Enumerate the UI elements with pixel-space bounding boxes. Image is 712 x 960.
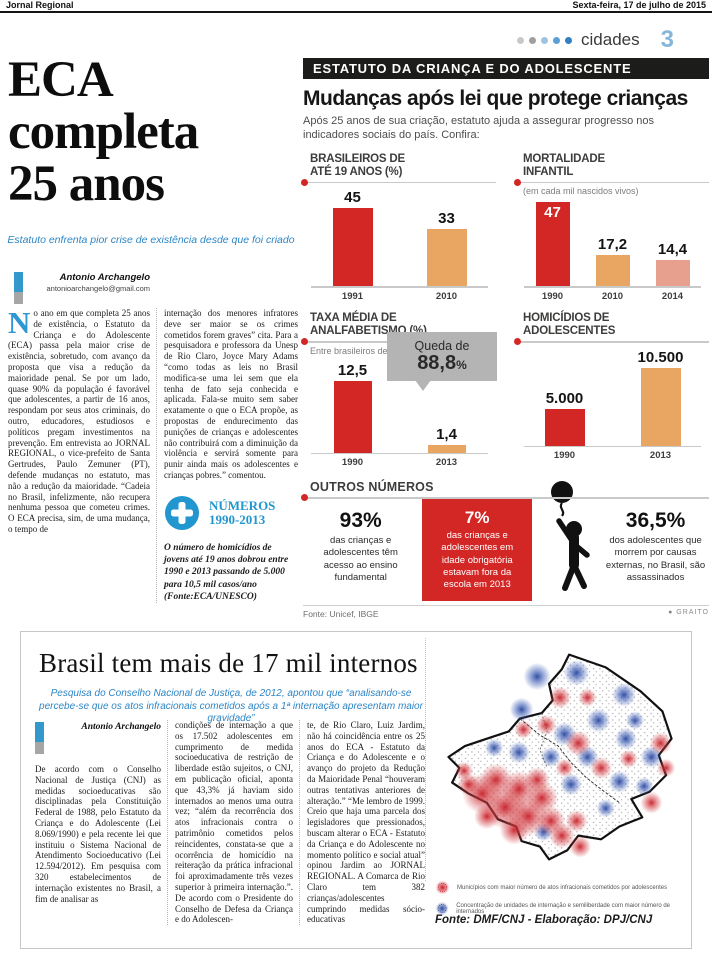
red-bullet-icon xyxy=(301,494,308,502)
article1-col1-text: o ano em que completa 25 anos de existên… xyxy=(8,308,150,534)
chart-mortalidade-infantil: MORTALIDADE INFANTIL (em cada mil nascid… xyxy=(514,152,709,302)
bar-2010 xyxy=(595,255,630,287)
bar-chart: 47 17,2 14,4 1990 2010 2014 xyxy=(516,202,709,302)
chart-title: MORTALIDADE INFANTIL xyxy=(523,152,605,178)
chart-homicidios: HOMICÍDIOS DE ADOLESCENTES 5.000 10.500 19… xyxy=(514,311,709,468)
red-bullet-icon xyxy=(301,338,308,346)
byline-marker-icon xyxy=(14,272,23,304)
pagination-dot-icon xyxy=(553,36,561,44)
headline-line: completa xyxy=(8,104,199,161)
pagination-dot-icon xyxy=(529,36,537,44)
chart-brasileiros-ate-19: BRASILEIROS DE ATÉ 19 ANOS (%) 45 33 1991 2… xyxy=(301,152,496,302)
article2-col1: Antonio Archangelo De acordo com o Conse… xyxy=(35,720,161,925)
bar-2010 xyxy=(426,229,467,287)
map-source: Fonte: DMF/CNJ - Elaboração: DPJ/CNJ xyxy=(435,914,653,926)
infographic-kicker: ESTATUTO DA CRIANÇA E DO ADOLESCENTE xyxy=(303,58,709,79)
chart-title: BRASILEIROS DE ATÉ 19 ANOS (%) xyxy=(310,152,405,178)
stat-36-5: 36,5% dos adolescentes que morrem por ca… xyxy=(605,508,706,583)
section-strip: cidades 3 xyxy=(517,26,674,54)
article1-col2-text: internação dos menores infratores deve s… xyxy=(163,308,298,480)
map-red-clusters xyxy=(454,686,676,858)
pagination-dot-icon xyxy=(565,36,573,44)
blue-cluster-icon xyxy=(435,901,449,916)
bar-1991 xyxy=(332,208,373,287)
legend-row-red: Municípios com maior número de atos infr… xyxy=(435,880,687,895)
article2-col2: condições de internação a que os 17.502 … xyxy=(167,720,293,926)
chart-note: Entre brasileiros de 10 a 18 anos xyxy=(310,345,443,356)
bar-1990: 47 xyxy=(535,202,570,287)
article2-box: Brasil tem mais de 17 mil internos Pesqu… xyxy=(20,631,692,949)
byline-marker-icon xyxy=(35,722,44,754)
section-rule xyxy=(514,338,709,346)
red-bullet-icon xyxy=(514,178,521,186)
numbers-block: NÚMEROS 1990-2013 xyxy=(164,495,298,531)
section-rule xyxy=(301,494,709,502)
infographic-source: Fonte: Unicef, IBGE xyxy=(303,608,379,619)
section-rule xyxy=(301,178,496,186)
numbers-title: NÚMEROS 1990-2013 xyxy=(208,498,276,527)
section-rule xyxy=(514,178,709,186)
headline-line: 25 anos xyxy=(8,156,165,213)
queda-callout: Queda de 88,8% xyxy=(387,331,497,391)
article2-body: Antonio Archangelo De acordo com o Conse… xyxy=(35,720,427,926)
author-email: antonioarchangelo@gmail.com xyxy=(46,284,150,293)
infographic-title: Mudanças após lei que protege crianças xyxy=(303,87,688,110)
infographic-subtitle: Após 25 anos de sua criação, estatuto aj… xyxy=(303,115,655,141)
deck-article1: Estatuto enfrenta pior crise de existênc… xyxy=(7,234,295,246)
chart-title: HOMICÍDIOS DE ADOLESCENTES xyxy=(523,311,616,338)
infographic-panel: ESTATUTO DA CRIANÇA E DO ADOLESCENTE Mud… xyxy=(301,58,709,619)
author-name: Antonio Archangelo xyxy=(59,272,150,283)
charts-grid: BRASILEIROS DE ATÉ 19 ANOS (%) 45 33 1991 2… xyxy=(301,152,709,619)
legend-row-blue: Concentração de unidades de internação e… xyxy=(435,901,687,916)
bar-1990 xyxy=(333,380,372,453)
masthead-rule xyxy=(0,11,712,13)
numbers-note: O número de homicídios de jovens até 19 … xyxy=(163,542,289,603)
byline-article2: Antonio Archangelo xyxy=(35,722,161,754)
newspaper-name: Jornal Regional xyxy=(6,0,74,10)
drop-cap: N xyxy=(8,305,31,340)
byline-article1: Antonio Archangelo antonioarchangelo@gma… xyxy=(14,272,150,304)
chart-analfabetismo: TAXA MÉDIA DE ANALFABETISMO (%) Entre br… xyxy=(301,312,497,468)
outros-title: OUTROS NÚMEROS xyxy=(310,480,434,495)
bar-chart: 5.000 10.500 1990 2013 xyxy=(516,349,709,461)
author-name: Antonio Archangelo xyxy=(81,722,161,732)
edition-date: Sexta-feira, 17 de julho de 2015 xyxy=(572,0,706,10)
bar-2013 xyxy=(427,444,466,453)
article2-col1-text: De acordo com o Conselho Nacional de Jus… xyxy=(35,764,161,904)
article2-col3: te, de Rio Claro, Luiz Jardim, não há co… xyxy=(299,720,425,926)
outros-numeros-section: OUTROS NÚMEROS 93% das crianças e adoles… xyxy=(301,480,709,619)
pagination-dot-icon xyxy=(541,36,549,44)
bar-1990 xyxy=(544,408,585,446)
stat-93: 93% das crianças e adolescentes têm aces… xyxy=(323,508,398,583)
stat-7-redbox: 7% das crianças e adolescentes em idade … xyxy=(422,498,533,601)
red-bullet-icon xyxy=(514,338,521,346)
bar-2013 xyxy=(640,367,681,446)
headline-article2: Brasil tem mais de 17 mil internos xyxy=(39,648,418,678)
map-legend: Municípios com maior número de atos infr… xyxy=(435,880,687,922)
heat-map xyxy=(425,638,687,881)
article1-col2: internação dos menores infratores deve s… xyxy=(155,308,298,604)
bar-chart: 45 33 1991 2010 xyxy=(303,189,496,302)
bar-2014 xyxy=(655,260,690,287)
headline-article1: ECA completa 25 anos xyxy=(8,54,298,210)
plus-icon xyxy=(164,495,199,530)
bar-chart: 12,5 1,4 1990 2013 xyxy=(303,362,496,468)
pagination-dot-icon xyxy=(517,36,525,44)
page-number: 3 xyxy=(660,26,674,53)
deck-article2: Pesquisa do Conselho Nacional de Justiça… xyxy=(39,688,423,724)
red-bullet-icon xyxy=(301,178,308,186)
headline-line: ECA xyxy=(8,52,114,108)
infographic-credit: ● GRAITO xyxy=(668,608,709,616)
red-cluster-icon xyxy=(435,880,450,895)
chart-note: (em cada mil nascidos vivos) xyxy=(523,186,639,197)
masthead-row: Jornal Regional Sexta-feira, 17 de julho… xyxy=(6,0,706,11)
section-name: cidades xyxy=(581,30,640,49)
